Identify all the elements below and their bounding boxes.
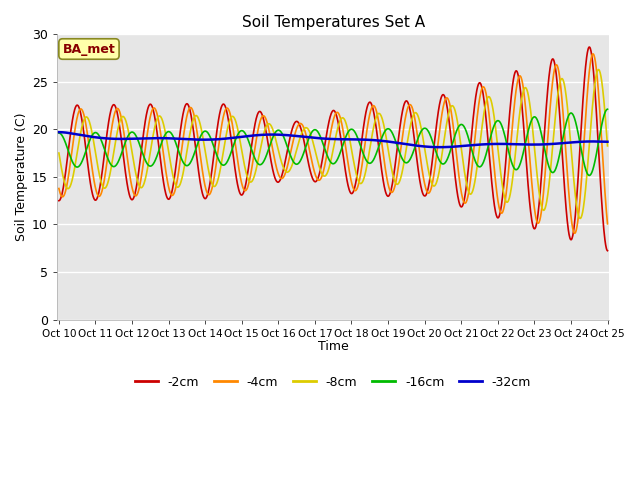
-16cm bbox=[288, 156, 296, 161]
Legend: -2cm, -4cm, -8cm, -16cm, -32cm: -2cm, -4cm, -8cm, -16cm, -32cm bbox=[131, 371, 536, 394]
-2cm bbox=[120, 156, 127, 161]
-4cm bbox=[571, 230, 579, 236]
-4cm bbox=[288, 145, 296, 151]
-8cm bbox=[55, 150, 63, 156]
-4cm bbox=[309, 163, 317, 169]
-8cm bbox=[576, 216, 584, 221]
-2cm bbox=[604, 248, 611, 253]
X-axis label: Time: Time bbox=[318, 340, 349, 353]
-16cm bbox=[309, 128, 317, 133]
-4cm bbox=[367, 107, 375, 112]
-4cm bbox=[55, 186, 63, 192]
-32cm bbox=[436, 144, 444, 150]
-32cm bbox=[367, 137, 375, 143]
Title: Soil Temperatures Set A: Soil Temperatures Set A bbox=[242, 15, 425, 30]
-2cm bbox=[309, 176, 317, 182]
-2cm bbox=[586, 44, 593, 50]
-2cm bbox=[288, 128, 296, 134]
-16cm bbox=[120, 144, 127, 150]
-8cm bbox=[288, 163, 296, 169]
-8cm bbox=[299, 128, 307, 133]
-32cm bbox=[55, 129, 63, 135]
Y-axis label: Soil Temperature (C): Soil Temperature (C) bbox=[15, 113, 28, 241]
-16cm bbox=[367, 160, 375, 166]
-2cm bbox=[55, 198, 63, 204]
Line: -4cm: -4cm bbox=[59, 54, 607, 233]
-8cm bbox=[604, 143, 611, 149]
-16cm bbox=[55, 130, 63, 136]
-8cm bbox=[97, 180, 105, 186]
Line: -8cm: -8cm bbox=[59, 70, 607, 218]
-4cm bbox=[97, 190, 105, 196]
-2cm bbox=[299, 134, 307, 140]
Line: -32cm: -32cm bbox=[59, 132, 607, 147]
-32cm bbox=[120, 136, 127, 142]
-4cm bbox=[589, 51, 596, 57]
-32cm bbox=[299, 134, 307, 140]
-8cm bbox=[595, 67, 602, 72]
-32cm bbox=[309, 135, 317, 141]
-8cm bbox=[309, 139, 317, 144]
Text: BA_met: BA_met bbox=[63, 43, 115, 56]
-32cm bbox=[97, 135, 105, 141]
-16cm bbox=[586, 172, 593, 178]
-8cm bbox=[367, 138, 375, 144]
-32cm bbox=[288, 132, 296, 138]
-16cm bbox=[97, 138, 105, 144]
-4cm bbox=[604, 221, 611, 227]
-8cm bbox=[120, 114, 127, 120]
-4cm bbox=[120, 129, 127, 134]
Line: -16cm: -16cm bbox=[59, 109, 607, 175]
-2cm bbox=[97, 175, 105, 180]
-32cm bbox=[604, 139, 611, 144]
-16cm bbox=[604, 107, 611, 112]
-4cm bbox=[299, 123, 307, 129]
Line: -2cm: -2cm bbox=[59, 47, 607, 251]
-2cm bbox=[367, 100, 375, 106]
-16cm bbox=[299, 152, 307, 158]
